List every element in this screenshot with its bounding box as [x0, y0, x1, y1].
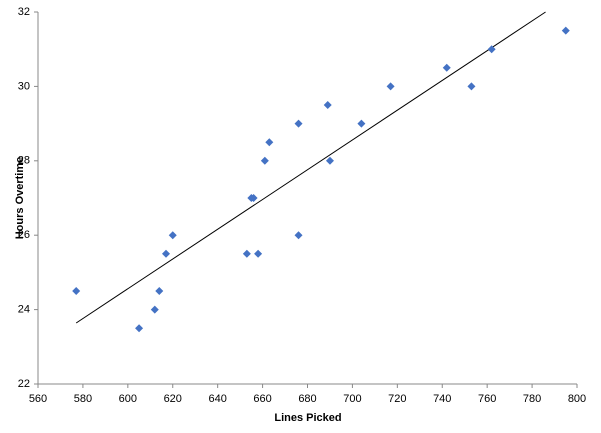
- x-tick-label: 580: [74, 393, 92, 405]
- y-tick-label: 28: [18, 155, 30, 167]
- y-tick-label: 24: [18, 304, 30, 316]
- x-tick-label: 640: [208, 393, 226, 405]
- point: [150, 305, 159, 314]
- point: [168, 231, 177, 240]
- point: [487, 45, 496, 54]
- point: [242, 249, 251, 258]
- point: [294, 119, 303, 128]
- point: [357, 119, 366, 128]
- point: [442, 63, 451, 72]
- y-tick-label: 30: [18, 80, 30, 92]
- point: [155, 287, 164, 295]
- y-tick-label: 26: [18, 229, 30, 241]
- y-axis-title: Hours Overtime: [14, 157, 26, 240]
- point: [162, 249, 171, 258]
- point: [72, 287, 81, 295]
- point: [135, 324, 144, 333]
- point: [265, 138, 274, 147]
- point: [260, 156, 269, 165]
- point: [249, 194, 258, 202]
- y-tick-label: 22: [18, 378, 30, 390]
- x-tick-label: 760: [478, 393, 496, 405]
- x-tick-label: 780: [523, 393, 541, 405]
- point: [467, 82, 476, 91]
- x-tick-label: 680: [298, 393, 316, 405]
- point: [254, 249, 263, 258]
- x-tick-label: 740: [433, 393, 451, 405]
- point: [325, 156, 334, 165]
- point: [386, 82, 395, 91]
- point: [323, 101, 332, 109]
- x-tick-label: 620: [164, 393, 182, 405]
- y-tick-label: 32: [18, 6, 30, 18]
- x-tick-label: 800: [568, 393, 586, 405]
- x-tick-label: 560: [29, 393, 47, 405]
- trendline: [75, 11, 546, 324]
- point: [561, 26, 570, 35]
- x-tick-label: 720: [388, 393, 406, 405]
- x-axis-title: Lines Picked: [274, 412, 341, 424]
- x-tick-label: 660: [253, 393, 271, 405]
- point: [294, 231, 303, 240]
- x-tick-label: 600: [119, 393, 137, 405]
- x-tick-label: 700: [343, 393, 361, 405]
